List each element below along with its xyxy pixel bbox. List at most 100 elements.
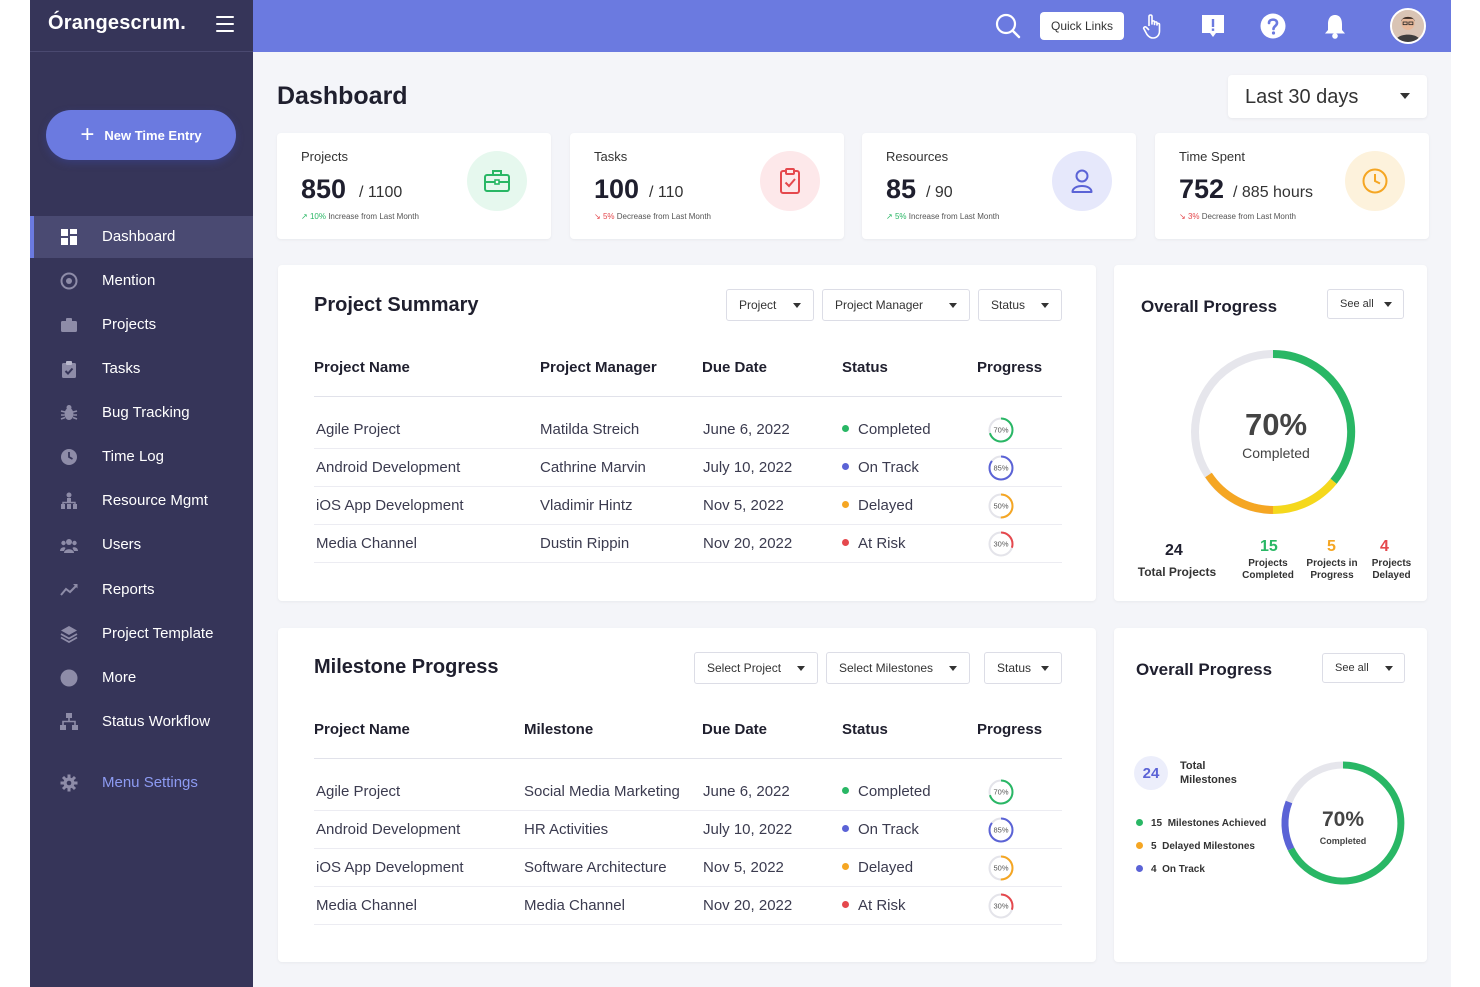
select-project-filter[interactable]: Select Project (694, 652, 818, 684)
chevron-down-icon (1041, 303, 1049, 308)
cell-status: At Risk (842, 535, 906, 552)
donut-segment-on-track (1281, 800, 1295, 851)
feedback-icon[interactable] (1199, 12, 1227, 40)
see-all-label: See all (1335, 662, 1369, 674)
donut-label: Completed (1242, 445, 1310, 461)
table-row[interactable]: Agile Project Social Media Marketing June … (314, 773, 1062, 811)
donut-percent: 70% (1245, 407, 1307, 442)
cell-project-manager: Cathrine Marvin (540, 459, 646, 476)
filter-label: Select Milestones (839, 661, 934, 675)
quick-links-button[interactable]: Quick Links (1040, 12, 1124, 40)
chevron-down-icon (949, 666, 957, 671)
kpi-trend: ↗ 5% Increase from Last Month (886, 212, 999, 221)
progress-ring: 30% (988, 893, 1014, 919)
status-text: On Track (858, 459, 919, 476)
chevron-down-icon (949, 303, 957, 308)
donut-segment-completed (1272, 349, 1356, 484)
trend-percent: 10% (309, 212, 326, 221)
sidebar-item-project-template[interactable]: Project Template (30, 613, 253, 655)
select-milestones-filter[interactable]: Select Milestones (826, 652, 970, 684)
kpi-icon-badge (1052, 151, 1112, 211)
search-icon[interactable] (994, 12, 1022, 40)
filter-label: Select Project (707, 661, 782, 675)
cell-project-name: Android Development (316, 821, 461, 838)
stat-label: Projects Completed (1242, 558, 1294, 581)
table-row[interactable]: Agile Project Matilda Streich June 6, 2022… (314, 411, 1062, 449)
sidebar-item-reports[interactable]: Reports (30, 569, 253, 611)
brand-logo[interactable]: Órangescrum. (48, 12, 187, 34)
see-all-select[interactable]: See all (1322, 653, 1405, 683)
sidebar-item-tasks[interactable]: Tasks (30, 348, 253, 390)
donut-segment-achieved (1287, 761, 1405, 885)
sidebar-item-status-workflow[interactable]: Status Workflow (30, 701, 253, 743)
new-time-entry-button[interactable]: + New Time Entry (46, 110, 236, 160)
sidebar-item-users[interactable]: Users (30, 524, 253, 566)
project-filter[interactable]: Project (726, 289, 814, 321)
table-row[interactable]: iOS App Development Vladimir Hintz Nov 5, … (314, 487, 1062, 525)
legend-item: 4 On Track (1136, 864, 1205, 875)
progress-value: 70% (993, 426, 1008, 435)
sidebar-item-time-log[interactable]: Time Log (30, 436, 253, 478)
chevron-down-icon (1385, 666, 1393, 671)
progress-ring: 85% (988, 817, 1014, 843)
project-manager-filter[interactable]: Project Manager (822, 289, 970, 321)
status-filter[interactable]: Status (978, 289, 1062, 321)
hand-pointer-icon[interactable] (1139, 12, 1167, 40)
table-row[interactable]: Media Channel Dustin Rippin Nov 20, 2022 At… (314, 525, 1062, 563)
donut-label: Completed (1320, 836, 1367, 846)
progress-ring: 30% (988, 531, 1014, 557)
trend-text: Decrease from Last Month (616, 212, 711, 221)
sidebar-item-bug-tracking[interactable]: Bug Tracking (30, 392, 253, 434)
total-milestones-badge: 24 (1134, 756, 1168, 790)
status-dot (842, 900, 849, 908)
hamburger-menu-icon[interactable] (216, 16, 234, 32)
column-header: Status (842, 721, 888, 738)
donut-segment-in-progress (1272, 478, 1337, 515)
chevron-down-icon (1400, 93, 1410, 99)
help-icon[interactable] (1259, 12, 1287, 40)
sidebar-item-label: More (102, 669, 137, 686)
user-icon (1071, 169, 1093, 193)
kpi-card-tasks[interactable]: Tasks 100 / 110 ↘ 5% Decrease from Last … (570, 133, 844, 239)
sidebar-item-dashboard[interactable]: Dashboard (30, 216, 253, 258)
users-icon (60, 539, 78, 553)
sidebar-item-projects[interactable]: Projects (30, 304, 253, 346)
avatar[interactable] (1390, 8, 1426, 44)
table-row[interactable]: Media Channel Media Channel Nov 20, 2022 At… (314, 887, 1062, 925)
column-header: Project Manager (540, 359, 657, 376)
table-row[interactable]: Android Development HR Activities July 10,… (314, 811, 1062, 849)
sidebar-item-mention[interactable]: Mention (30, 260, 253, 302)
trend-down-icon: ↘ (594, 212, 603, 221)
sidebar-item-resource-mgmt[interactable]: Resource Mgmt (30, 480, 253, 522)
sidebar-item-more[interactable]: More (30, 657, 253, 699)
kpi-value: 752 (1179, 174, 1225, 204)
table-row[interactable]: Android Development Cathrine Marvin July 1… (314, 449, 1062, 487)
kpi-card-time-spent[interactable]: Time Spent 752 / 885 hours ↘ 3% Decrease… (1155, 133, 1429, 239)
bell-icon[interactable] (1321, 12, 1349, 40)
kpi-card-projects[interactable]: Projects 850 / 1100 ↗ 10% Increase from … (277, 133, 551, 239)
cell-project-name: Media Channel (316, 535, 417, 552)
trend-text: Decrease from Last Month (1201, 212, 1296, 221)
sidebar-item-label: Time Log (102, 448, 164, 465)
kpi-card-resources[interactable]: Resources 85 / 90 ↗ 5% Increase from Las… (862, 133, 1136, 239)
overall-progress-milestones-panel: Overall Progress See all 24 Total Milest… (1114, 628, 1427, 962)
sidebar-item-label: Dashboard (102, 228, 176, 245)
stat-label: Projects Delayed (1371, 558, 1412, 581)
clipboard-icon (62, 361, 76, 378)
status-dot (842, 538, 849, 546)
status-filter[interactable]: Status (984, 652, 1062, 684)
date-range-select[interactable]: Last 30 days (1228, 75, 1427, 118)
cell-status: Completed (842, 421, 931, 438)
trend-up-icon: ↗ (301, 212, 310, 221)
see-all-select[interactable]: See all (1327, 289, 1404, 319)
table-row[interactable]: iOS App Development Software Architecture… (314, 849, 1062, 887)
stat-value: 5 (1327, 538, 1336, 555)
new-time-entry-label: New Time Entry (104, 127, 202, 143)
kpi-title: Time Spent (1179, 149, 1245, 164)
sidebar-item-menu-settings[interactable]: Menu Settings (30, 762, 253, 804)
chevron-down-icon (1384, 302, 1392, 307)
sidebar-item-label: Menu Settings (102, 774, 198, 791)
trend-text: Increase from Last Month (908, 212, 1000, 221)
kpi-value: 100 (594, 174, 640, 204)
overall-progress-projects-panel: Overall Progress See all 70% Completed 2… (1114, 265, 1427, 601)
